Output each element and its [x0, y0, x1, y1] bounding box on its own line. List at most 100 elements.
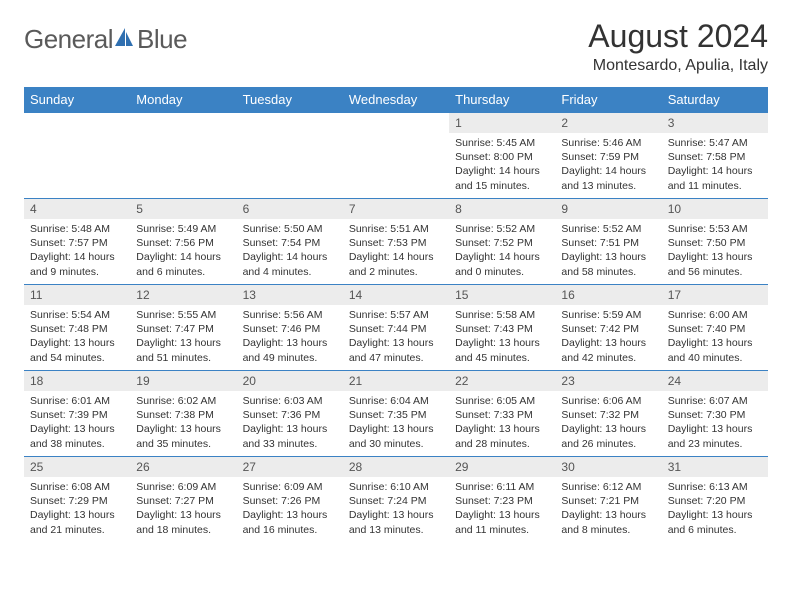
- day-details: Sunrise: 6:01 AMSunset: 7:39 PMDaylight:…: [24, 391, 130, 455]
- daylight-text: Daylight: 13 hours and 49 minutes.: [243, 336, 337, 364]
- daylight-text: Daylight: 13 hours and 33 minutes.: [243, 422, 337, 450]
- sunset-text: Sunset: 7:47 PM: [136, 322, 230, 336]
- calendar-day-cell: 22Sunrise: 6:05 AMSunset: 7:33 PMDayligh…: [449, 371, 555, 457]
- daylight-text: Daylight: 13 hours and 28 minutes.: [455, 422, 549, 450]
- logo: General Blue: [24, 24, 187, 55]
- sunrise-text: Sunrise: 5:59 AM: [561, 308, 655, 322]
- calendar-day-cell: 4Sunrise: 5:48 AMSunset: 7:57 PMDaylight…: [24, 199, 130, 285]
- daylight-text: Daylight: 13 hours and 8 minutes.: [561, 508, 655, 536]
- day-number: 27: [237, 457, 343, 477]
- daylight-text: Daylight: 13 hours and 38 minutes.: [30, 422, 124, 450]
- daylight-text: Daylight: 13 hours and 13 minutes.: [349, 508, 443, 536]
- calendar-day-cell: 31Sunrise: 6:13 AMSunset: 7:20 PMDayligh…: [662, 457, 768, 543]
- daylight-text: Daylight: 13 hours and 56 minutes.: [668, 250, 762, 278]
- day-number: 9: [555, 199, 661, 219]
- day-number: 18: [24, 371, 130, 391]
- calendar-day-cell: .: [24, 113, 130, 199]
- calendar-day-cell: 7Sunrise: 5:51 AMSunset: 7:53 PMDaylight…: [343, 199, 449, 285]
- weekday-header: Monday: [130, 87, 236, 113]
- sunrise-text: Sunrise: 5:52 AM: [455, 222, 549, 236]
- day-number: 22: [449, 371, 555, 391]
- daylight-text: Daylight: 14 hours and 6 minutes.: [136, 250, 230, 278]
- weekday-header: Wednesday: [343, 87, 449, 113]
- day-details: Sunrise: 5:46 AMSunset: 7:59 PMDaylight:…: [555, 133, 661, 197]
- sunset-text: Sunset: 7:58 PM: [668, 150, 762, 164]
- day-number: 17: [662, 285, 768, 305]
- day-number: 13: [237, 285, 343, 305]
- title-block: August 2024 Montesardo, Apulia, Italy: [588, 18, 768, 75]
- calendar-day-cell: 15Sunrise: 5:58 AMSunset: 7:43 PMDayligh…: [449, 285, 555, 371]
- day-details: Sunrise: 6:13 AMSunset: 7:20 PMDaylight:…: [662, 477, 768, 541]
- daylight-text: Daylight: 13 hours and 54 minutes.: [30, 336, 124, 364]
- sunrise-text: Sunrise: 6:00 AM: [668, 308, 762, 322]
- sunset-text: Sunset: 7:39 PM: [30, 408, 124, 422]
- day-details: Sunrise: 5:55 AMSunset: 7:47 PMDaylight:…: [130, 305, 236, 369]
- sunrise-text: Sunrise: 6:01 AM: [30, 394, 124, 408]
- day-details: Sunrise: 6:05 AMSunset: 7:33 PMDaylight:…: [449, 391, 555, 455]
- day-number: 23: [555, 371, 661, 391]
- day-details: Sunrise: 5:53 AMSunset: 7:50 PMDaylight:…: [662, 219, 768, 283]
- calendar-week-row: 4Sunrise: 5:48 AMSunset: 7:57 PMDaylight…: [24, 199, 768, 285]
- weekday-header: Sunday: [24, 87, 130, 113]
- daylight-text: Daylight: 13 hours and 23 minutes.: [668, 422, 762, 450]
- day-number: 4: [24, 199, 130, 219]
- calendar-day-cell: 18Sunrise: 6:01 AMSunset: 7:39 PMDayligh…: [24, 371, 130, 457]
- calendar-day-cell: 9Sunrise: 5:52 AMSunset: 7:51 PMDaylight…: [555, 199, 661, 285]
- daylight-text: Daylight: 13 hours and 26 minutes.: [561, 422, 655, 450]
- calendar-week-row: 11Sunrise: 5:54 AMSunset: 7:48 PMDayligh…: [24, 285, 768, 371]
- day-details: Sunrise: 5:59 AMSunset: 7:42 PMDaylight:…: [555, 305, 661, 369]
- calendar-day-cell: 3Sunrise: 5:47 AMSunset: 7:58 PMDaylight…: [662, 113, 768, 199]
- sunrise-text: Sunrise: 6:11 AM: [455, 480, 549, 494]
- sunrise-text: Sunrise: 6:09 AM: [243, 480, 337, 494]
- sunset-text: Sunset: 7:54 PM: [243, 236, 337, 250]
- daylight-text: Daylight: 14 hours and 9 minutes.: [30, 250, 124, 278]
- sunset-text: Sunset: 7:50 PM: [668, 236, 762, 250]
- sunset-text: Sunset: 7:56 PM: [136, 236, 230, 250]
- day-details: Sunrise: 5:49 AMSunset: 7:56 PMDaylight:…: [130, 219, 236, 283]
- calendar-day-cell: 14Sunrise: 5:57 AMSunset: 7:44 PMDayligh…: [343, 285, 449, 371]
- day-number: 11: [24, 285, 130, 305]
- calendar-table: Sunday Monday Tuesday Wednesday Thursday…: [24, 87, 768, 543]
- sunrise-text: Sunrise: 5:49 AM: [136, 222, 230, 236]
- calendar-page: General Blue August 2024 Montesardo, Apu…: [0, 0, 792, 561]
- daylight-text: Daylight: 13 hours and 18 minutes.: [136, 508, 230, 536]
- day-number: 20: [237, 371, 343, 391]
- calendar-day-cell: 17Sunrise: 6:00 AMSunset: 7:40 PMDayligh…: [662, 285, 768, 371]
- day-number: 12: [130, 285, 236, 305]
- daylight-text: Daylight: 13 hours and 6 minutes.: [668, 508, 762, 536]
- calendar-day-cell: 16Sunrise: 5:59 AMSunset: 7:42 PMDayligh…: [555, 285, 661, 371]
- calendar-day-cell: 23Sunrise: 6:06 AMSunset: 7:32 PMDayligh…: [555, 371, 661, 457]
- calendar-day-cell: 13Sunrise: 5:56 AMSunset: 7:46 PMDayligh…: [237, 285, 343, 371]
- calendar-week-row: ....1Sunrise: 5:45 AMSunset: 8:00 PMDayl…: [24, 113, 768, 199]
- sunrise-text: Sunrise: 6:09 AM: [136, 480, 230, 494]
- sunset-text: Sunset: 7:27 PM: [136, 494, 230, 508]
- day-details: Sunrise: 5:57 AMSunset: 7:44 PMDaylight:…: [343, 305, 449, 369]
- daylight-text: Daylight: 13 hours and 51 minutes.: [136, 336, 230, 364]
- logo-word2: Blue: [137, 24, 187, 55]
- sunrise-text: Sunrise: 5:52 AM: [561, 222, 655, 236]
- sunset-text: Sunset: 7:23 PM: [455, 494, 549, 508]
- day-details: Sunrise: 5:45 AMSunset: 8:00 PMDaylight:…: [449, 133, 555, 197]
- day-details: Sunrise: 6:04 AMSunset: 7:35 PMDaylight:…: [343, 391, 449, 455]
- day-details: Sunrise: 5:50 AMSunset: 7:54 PMDaylight:…: [237, 219, 343, 283]
- sunset-text: Sunset: 7:42 PM: [561, 322, 655, 336]
- sunrise-text: Sunrise: 6:05 AM: [455, 394, 549, 408]
- day-details: Sunrise: 6:09 AMSunset: 7:27 PMDaylight:…: [130, 477, 236, 541]
- day-number: 5: [130, 199, 236, 219]
- sunset-text: Sunset: 7:29 PM: [30, 494, 124, 508]
- calendar-day-cell: .: [130, 113, 236, 199]
- day-number: 3: [662, 113, 768, 133]
- day-details: Sunrise: 5:47 AMSunset: 7:58 PMDaylight:…: [662, 133, 768, 197]
- calendar-day-cell: 24Sunrise: 6:07 AMSunset: 7:30 PMDayligh…: [662, 371, 768, 457]
- sunrise-text: Sunrise: 5:54 AM: [30, 308, 124, 322]
- sunrise-text: Sunrise: 5:47 AM: [668, 136, 762, 150]
- calendar-day-cell: 25Sunrise: 6:08 AMSunset: 7:29 PMDayligh…: [24, 457, 130, 543]
- daylight-text: Daylight: 14 hours and 11 minutes.: [668, 164, 762, 192]
- day-number: 2: [555, 113, 661, 133]
- sunset-text: Sunset: 7:36 PM: [243, 408, 337, 422]
- sunset-text: Sunset: 8:00 PM: [455, 150, 549, 164]
- day-number: 29: [449, 457, 555, 477]
- day-number: 19: [130, 371, 236, 391]
- sunrise-text: Sunrise: 5:46 AM: [561, 136, 655, 150]
- calendar-day-cell: 30Sunrise: 6:12 AMSunset: 7:21 PMDayligh…: [555, 457, 661, 543]
